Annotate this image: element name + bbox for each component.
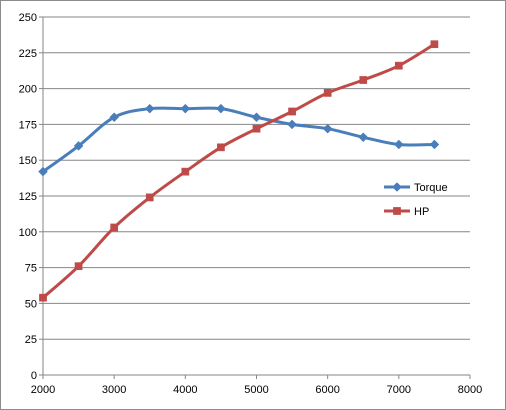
y-tick-label: 225: [19, 48, 37, 60]
series-hp: [39, 40, 439, 302]
y-tick-label: 175: [19, 119, 37, 131]
torque-point: [429, 139, 440, 150]
y-tick-label: 150: [19, 155, 37, 167]
y-tick-label: 75: [25, 263, 37, 275]
y-tick-label: 125: [19, 191, 37, 203]
gridlines: [43, 16, 470, 340]
series-group: [38, 40, 440, 302]
legend: Torque HP: [384, 182, 448, 218]
legend-swatch-marker: [392, 182, 402, 192]
series-torque: [38, 103, 440, 177]
hp-point: [110, 223, 119, 232]
legend-item-hp: HP: [384, 206, 429, 218]
x-tick-label: 5000: [244, 384, 268, 396]
legend-item-torque: Torque: [384, 182, 448, 194]
hp-point: [394, 61, 403, 70]
hp-line: [41, 42, 436, 300]
x-tick-label: 4000: [173, 384, 197, 396]
x-tick-label: 7000: [387, 384, 411, 396]
torque-point: [144, 103, 155, 114]
torque-point: [109, 112, 120, 123]
torque-point: [287, 119, 297, 130]
hp-point: [181, 167, 190, 176]
x-tick-label: 6000: [315, 384, 339, 396]
hp-point: [323, 89, 332, 97]
x-tick-label: 8000: [458, 384, 482, 396]
axes: [39, 16, 471, 379]
hp-point: [359, 76, 368, 84]
y-tick-label: 100: [19, 227, 37, 239]
hp-point: [145, 193, 154, 202]
y-tick-label: 250: [19, 12, 37, 24]
x-tick-labels: 2000 3000 4000 5000 6000 7000 8000: [31, 384, 482, 396]
hp-point: [252, 124, 261, 133]
y-tick-label: 25: [25, 334, 37, 346]
legend-label: Torque: [414, 182, 448, 194]
y-tick-label: 0: [31, 370, 37, 382]
torque-line: [41, 106, 436, 174]
x-tick-label: 2000: [31, 384, 55, 396]
y-tick-labels: 0 25 50 75 100 125 150 175 200 225 250: [19, 12, 37, 382]
hp-point: [288, 107, 296, 116]
torque-point: [216, 103, 226, 114]
torque-point: [393, 139, 404, 150]
y-tick-label: 50: [25, 298, 37, 310]
torque-point: [73, 141, 84, 151]
legend-label: HP: [414, 206, 429, 218]
hp-point: [430, 40, 439, 49]
torque-point: [358, 132, 369, 143]
torque-point: [180, 103, 191, 114]
torque-point: [38, 166, 48, 177]
torque-point: [322, 123, 333, 134]
x-tick-label: 3000: [102, 384, 126, 396]
hp-point: [74, 262, 83, 271]
torque-point: [251, 112, 262, 123]
legend-swatch-marker: [393, 207, 401, 215]
hp-point: [39, 293, 47, 302]
y-tick-label: 200: [19, 84, 37, 96]
hp-point: [217, 143, 225, 152]
